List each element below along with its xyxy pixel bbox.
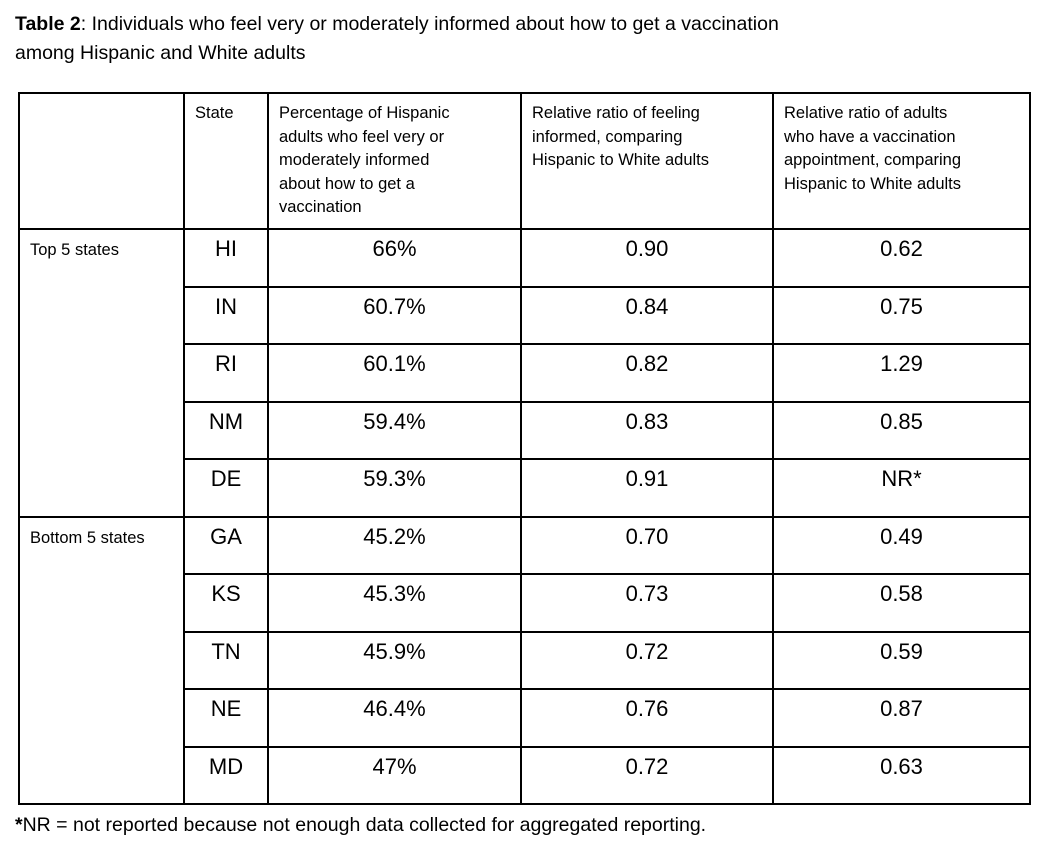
pct-cell: 59.3% — [267, 458, 522, 518]
table-row: MD 47% 0.72 0.63 — [19, 745, 1031, 805]
header-ratio-appointment: Relative ratio of adults who have a vacc… — [772, 92, 1031, 230]
group-label-top5: Top 5 states — [18, 228, 185, 518]
state-cell: IN — [183, 285, 269, 345]
ratio-appointment-cell: 1.29 — [772, 343, 1031, 403]
ratio-informed-cell: 0.83 — [520, 400, 774, 460]
pct-cell: 47% — [267, 745, 522, 805]
table-row: RI 60.1% 0.82 1.29 — [19, 343, 1031, 403]
ratio-appointment-cell: 0.62 — [772, 228, 1031, 288]
pct-cell: 59.4% — [267, 400, 522, 460]
ratio-informed-cell: 0.72 — [520, 745, 774, 805]
ratio-informed-cell: 0.73 — [520, 573, 774, 633]
ratio-informed-cell: 0.84 — [520, 285, 774, 345]
informed-vaccination-table: State Percentage of Hispanic adults who … — [18, 92, 1031, 805]
table-row: NE 46.4% 0.76 0.87 — [19, 688, 1031, 748]
group-label-bottom5: Bottom 5 states — [18, 515, 185, 805]
state-cell: MD — [183, 745, 269, 805]
state-cell: KS — [183, 573, 269, 633]
header-state: State — [183, 92, 269, 230]
ratio-appointment-cell: 0.58 — [772, 573, 1031, 633]
table-row: KS 45.3% 0.73 0.58 — [19, 573, 1031, 633]
table-row: NM 59.4% 0.83 0.85 — [19, 400, 1031, 460]
table-row: DE 59.3% 0.91 NR* — [19, 458, 1031, 518]
ratio-informed-cell: 0.70 — [520, 515, 774, 575]
pct-cell: 45.9% — [267, 630, 522, 690]
table-caption: Table 2: Individuals who feel very or mo… — [15, 10, 1015, 68]
footnote-text: NR = not reported because not enough dat… — [22, 814, 707, 836]
document-page: Table 2: Individuals who feel very or mo… — [15, 10, 1048, 838]
state-cell: GA — [183, 515, 269, 575]
state-cell: NM — [183, 400, 269, 460]
ratio-appointment-cell: 0.49 — [772, 515, 1031, 575]
state-cell: RI — [183, 343, 269, 403]
table-row: TN 45.9% 0.72 0.59 — [19, 630, 1031, 690]
pct-cell: 45.2% — [267, 515, 522, 575]
ratio-appointment-cell: 0.85 — [772, 400, 1031, 460]
ratio-informed-cell: 0.90 — [520, 228, 774, 288]
header-ratio-informed: Relative ratio of feeling informed, comp… — [520, 92, 774, 230]
ratio-informed-cell: 0.72 — [520, 630, 774, 690]
pct-cell: 60.7% — [267, 285, 522, 345]
table-header-row: State Percentage of Hispanic adults who … — [18, 92, 1031, 230]
table-row: Bottom 5 states GA 45.2% 0.70 0.49 — [18, 515, 1031, 805]
header-corner-cell — [18, 92, 185, 230]
table-caption-label: Table 2 — [15, 13, 81, 35]
ratio-appointment-cell: 0.87 — [772, 688, 1031, 748]
table-caption-text: : Individuals who feel very or moderatel… — [15, 13, 779, 64]
table-footnote: *NR = not reported because not enough da… — [15, 812, 1048, 838]
pct-cell: 46.4% — [267, 688, 522, 748]
ratio-appointment-cell: NR* — [772, 458, 1031, 518]
ratio-appointment-cell: 0.63 — [772, 745, 1031, 805]
pct-cell: 60.1% — [267, 343, 522, 403]
state-cell: DE — [183, 458, 269, 518]
header-percentage-informed: Percentage of Hispanic adults who feel v… — [267, 92, 522, 230]
ratio-appointment-cell: 0.59 — [772, 630, 1031, 690]
footnote-asterisk: * — [15, 814, 23, 836]
state-cell: HI — [183, 228, 269, 288]
ratio-informed-cell: 0.82 — [520, 343, 774, 403]
state-cell: NE — [183, 688, 269, 748]
state-cell: TN — [183, 630, 269, 690]
table-row: IN 60.7% 0.84 0.75 — [19, 285, 1031, 345]
pct-cell: 66% — [267, 228, 522, 288]
pct-cell: 45.3% — [267, 573, 522, 633]
ratio-informed-cell: 0.76 — [520, 688, 774, 748]
ratio-informed-cell: 0.91 — [520, 458, 774, 518]
table-row: Top 5 states HI 66% 0.90 0.62 — [18, 228, 1031, 518]
ratio-appointment-cell: 0.75 — [772, 285, 1031, 345]
